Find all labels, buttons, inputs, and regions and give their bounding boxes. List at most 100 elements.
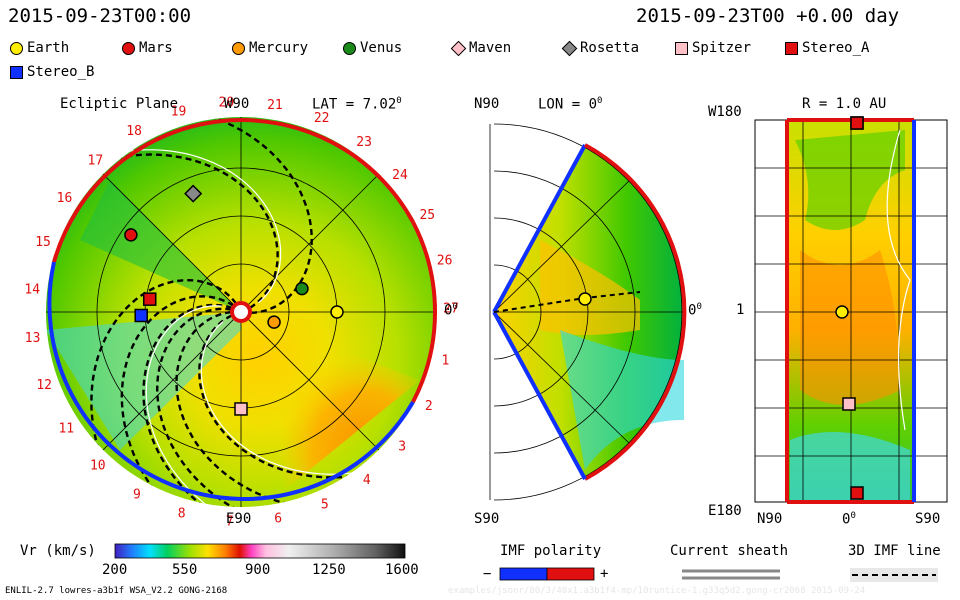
- carrington-day-label: 17: [88, 154, 104, 169]
- colorbar-tick: 550: [172, 562, 198, 578]
- carrington-day-label: 10: [90, 459, 106, 474]
- circle-marker-icon: [343, 41, 356, 55]
- imf-negative-swatch: [499, 567, 548, 581]
- latlon-bottom-n: N90: [757, 511, 783, 527]
- imf-spiral-line: [209, 117, 313, 314]
- latlon-r-label: R = 1.0 AU: [802, 96, 887, 112]
- legend-label: Maven: [469, 40, 512, 56]
- carrington-day-label: 1: [441, 353, 449, 368]
- footer-left: ENLIL-2.7 lowres-a3b1f WSA_V2.2 GONG-216…: [5, 586, 228, 596]
- carrington-day-label: 26: [437, 253, 453, 268]
- legend-label: Stereo_A: [802, 40, 870, 56]
- imf-positive-swatch: [546, 567, 595, 581]
- carrington-day-label: 3: [398, 440, 406, 455]
- legend-item-mercury: Mercury: [232, 40, 308, 56]
- colorbar-tick: 1600: [385, 562, 419, 578]
- colorbar-tick: 900: [245, 562, 271, 578]
- ecliptic-right-label: 00: [444, 302, 458, 319]
- footer-right: examples/jsonr/80/3/40x1.a3b1f4-mp/10run…: [448, 586, 866, 596]
- carrington-day-label: 2: [425, 399, 433, 414]
- marker-spitzer: [234, 402, 248, 416]
- carrington-day-label: 23: [356, 135, 372, 150]
- marker-earth-meridional: [578, 292, 592, 306]
- carrington-day-label: 6: [274, 512, 282, 527]
- carrington-day-label: 15: [35, 235, 51, 250]
- latlon-bottom-left: E180: [708, 503, 742, 519]
- carrington-day-label: 21: [267, 98, 283, 113]
- legend-label: Mercury: [249, 40, 309, 56]
- imf-spiral-line: [142, 303, 233, 507]
- timestamp-right: 2015-09-23T00 +0.00 day: [636, 5, 900, 27]
- imf-line-swatch: [850, 568, 938, 582]
- ecliptic-lat-label: LAT = 7.020: [312, 96, 402, 113]
- colorbar-label: Vr (km/s): [20, 543, 96, 559]
- circle-marker-icon: [232, 41, 245, 55]
- square-marker-icon: [675, 41, 688, 55]
- marker-earth: [330, 305, 344, 319]
- square-marker-icon: [785, 41, 798, 55]
- marker-mercury: [267, 315, 281, 329]
- imf-line-title: 3D IMF line: [848, 543, 941, 559]
- meridional-panel: [489, 123, 687, 501]
- marker-mars: [124, 228, 138, 242]
- imf-spiral-line: [120, 295, 234, 491]
- sheath-line: [200, 320, 362, 475]
- carrington-day-label: 19: [171, 105, 187, 120]
- carrington-day-label: 9: [133, 487, 141, 502]
- latlon-top-left: W180: [708, 104, 742, 120]
- meridional-lon-label: LON = 00: [538, 96, 603, 113]
- current-sheath-swatch: [682, 569, 780, 580]
- marker-stereo-a-latlon: [850, 486, 864, 500]
- marker-earth-latlon: [835, 305, 849, 319]
- ecliptic-top-label: W90: [224, 96, 250, 112]
- carrington-day-label: 22: [314, 111, 330, 126]
- timestamp-left: 2015-09-23T00:00: [8, 5, 192, 27]
- colorbar-tick: 200: [102, 562, 128, 578]
- ecliptic-title: Ecliptic Plane: [60, 96, 179, 112]
- carrington-day-label: 18: [126, 124, 142, 139]
- marker-stereo_a: [142, 292, 157, 306]
- carrington-day-label: 7: [226, 515, 234, 530]
- colorbar: [114, 543, 406, 559]
- marker-stereo_b: [134, 308, 148, 323]
- sheath-line: [120, 149, 282, 304]
- carrington-day-label: 13: [25, 331, 41, 346]
- imf-minus: −: [483, 566, 492, 582]
- legend-label: Rosetta: [580, 40, 640, 56]
- imf-spiral-line: [155, 307, 238, 507]
- legend-item-earth: Earth: [10, 40, 69, 56]
- marker-venus: [295, 281, 309, 296]
- legend-item-stereo_a: Stereo_A: [785, 40, 869, 56]
- carrington-day-label: 14: [24, 282, 40, 297]
- sun-marker: [230, 301, 252, 323]
- meridional-bottom-left: S90: [474, 511, 500, 527]
- carrington-day-label: 20: [219, 96, 235, 111]
- legend-label: Spitzer: [692, 40, 752, 56]
- carrington-day-label: 16: [57, 191, 73, 206]
- legend-label: Earth: [27, 40, 70, 56]
- legend-item-mars: Mars: [122, 40, 173, 56]
- marker-rosetta: [184, 184, 203, 203]
- carrington-day-label: 8: [178, 506, 186, 521]
- legend-label: Mars: [139, 40, 173, 56]
- legend-item-stereo_b: Stereo_B: [10, 64, 94, 80]
- colorbar-tick: 1250: [312, 562, 346, 578]
- imf-spiral-line: [175, 310, 289, 506]
- latlon-bottom-mid: 00: [842, 511, 856, 528]
- imf-spiral-line: [90, 278, 237, 450]
- carrington-day-label: 12: [36, 378, 52, 393]
- latlon-left-mid: 1: [736, 302, 745, 318]
- marker-spitzer-latlon: [842, 397, 856, 411]
- carrington-day-label: 24: [392, 168, 408, 183]
- carrington-day-label: 25: [419, 208, 435, 223]
- circle-marker-icon: [122, 41, 135, 55]
- meridional-top-left: N90: [474, 96, 500, 112]
- carrington-day-label: 27: [443, 302, 459, 317]
- current-sheath-title: Current sheath: [670, 543, 789, 559]
- marker-stereo-a-latlon-top: [850, 116, 864, 130]
- latlon-panel: [754, 118, 948, 504]
- imf-spiral-line: [116, 153, 279, 309]
- legend-item-venus: Venus: [343, 40, 402, 56]
